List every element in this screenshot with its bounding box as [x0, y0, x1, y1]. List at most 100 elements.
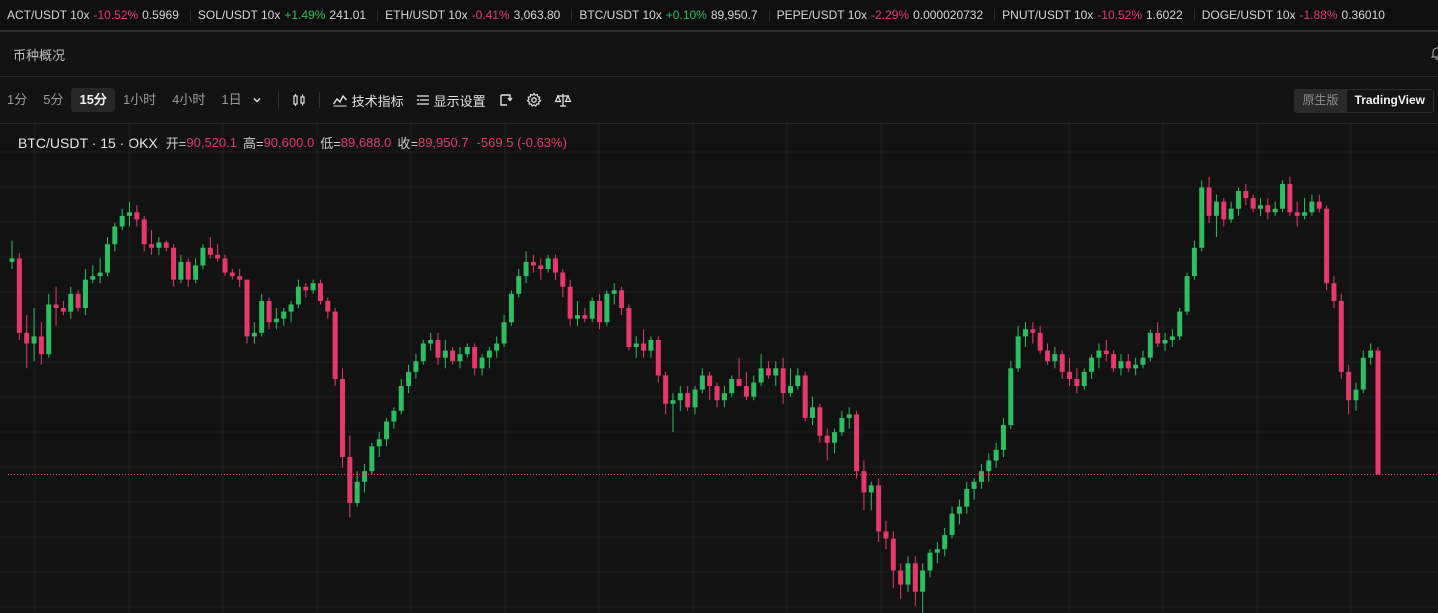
candle-body: [1030, 329, 1036, 333]
candle-body: [1280, 183, 1286, 209]
candle-body: [428, 339, 434, 344]
timeframe-1d[interactable]: 1日: [221, 92, 242, 107]
candle-body: [1045, 350, 1051, 362]
timeframe-5m[interactable]: 5分: [43, 92, 64, 107]
timeframe-4h[interactable]: 4小时: [172, 92, 206, 107]
candle-body: [479, 357, 485, 369]
candle: [832, 428, 838, 454]
chevron-down-icon[interactable]: [252, 95, 262, 105]
candle-body: [765, 368, 771, 376]
replay-button[interactable]: [492, 88, 520, 112]
candle-body: [119, 215, 125, 227]
candle-body: [295, 286, 301, 305]
candle-body: [317, 283, 323, 301]
candle-body: [1015, 336, 1021, 369]
ticker-symbol: ETH/USDT 10x: [385, 8, 468, 22]
candle: [9, 240, 15, 270]
candle-body: [1228, 208, 1234, 220]
candle-body: [545, 258, 551, 270]
candle-body: [450, 350, 456, 362]
compare-button[interactable]: [548, 88, 578, 112]
candle: [376, 432, 382, 457]
ticker-item[interactable]: ETH/USDT 10x -0.41% 3,063.80: [378, 8, 573, 22]
candle: [949, 506, 955, 539]
candle-body: [1221, 201, 1227, 220]
candle: [53, 286, 59, 326]
candle: [692, 386, 698, 415]
chart-legend: BTC/USDT · 15 · OKX 开= 90,520.1 高= 90,60…: [18, 133, 567, 152]
candle-body: [1206, 187, 1212, 216]
candle-body: [406, 371, 412, 387]
timeframe-1m[interactable]: 1分: [7, 92, 28, 107]
candle: [303, 283, 309, 298]
candle-body: [1000, 425, 1006, 450]
candle: [589, 297, 595, 323]
candlestick-chart[interactable]: [0, 124, 1438, 613]
candle: [854, 410, 860, 479]
ticker-symbol: PNUT/USDT 10x: [1002, 8, 1094, 22]
candle: [597, 293, 603, 330]
candle-body: [905, 563, 911, 585]
candle-body: [222, 258, 228, 273]
ticker-item[interactable]: SOL/USDT 10x +1.49% 241.01: [191, 8, 379, 22]
view-native[interactable]: 原生版: [1302, 93, 1339, 107]
candle: [347, 435, 353, 518]
candle: [508, 290, 514, 326]
candle-body: [890, 538, 896, 571]
candle: [215, 244, 221, 262]
candle: [156, 237, 162, 255]
candle: [956, 499, 962, 525]
ticker-item[interactable]: DOGE/USDT 10x -1.88% 0.36010: [1195, 8, 1396, 22]
candle-body: [670, 400, 676, 404]
candle-body: [53, 304, 59, 309]
candle: [523, 251, 529, 284]
candle: [82, 269, 88, 316]
candle: [905, 556, 911, 592]
candle-body: [508, 293, 514, 323]
candle: [641, 329, 647, 358]
candle-body: [1199, 187, 1205, 248]
candle-body: [127, 212, 133, 216]
display-settings-button[interactable]: 显示设置: [410, 88, 492, 112]
candle-body: [810, 407, 816, 418]
chart-type-button[interactable]: [285, 88, 313, 112]
candle: [1067, 357, 1073, 387]
candle-body: [589, 300, 595, 319]
candle: [435, 332, 441, 365]
candle: [1125, 354, 1131, 372]
candle-body: [391, 410, 397, 422]
ticker-item[interactable]: PNUT/USDT 10x -10.52% 1.6022: [995, 8, 1195, 22]
bell-icon[interactable]: [1430, 46, 1438, 60]
candle-body: [920, 570, 926, 592]
candle: [398, 378, 404, 415]
candle-body: [743, 386, 749, 397]
timeframe-15m[interactable]: 15分: [71, 88, 115, 112]
candle: [1037, 325, 1043, 355]
candle: [325, 297, 331, 319]
candle-body: [82, 279, 88, 309]
candle-body: [207, 247, 213, 255]
candle: [31, 308, 37, 362]
candle: [810, 396, 816, 426]
ticker-item[interactable]: BTC/USDT 10x +0.10% 89,950.7: [572, 8, 770, 22]
ticker-symbol: SOL/USDT 10x: [197, 8, 281, 22]
candle-body: [964, 488, 970, 507]
ticker-item[interactable]: PEPE/USDT 10x -2.29% 0.000020732: [770, 8, 996, 22]
settings-button[interactable]: [520, 88, 548, 112]
candle-body: [354, 481, 360, 504]
candle: [1302, 198, 1308, 220]
candle: [1280, 180, 1286, 213]
ticker-item[interactable]: ACT/USDT 10x -10.52% 0.5969: [0, 8, 191, 22]
candle: [1250, 194, 1256, 213]
candle: [1368, 343, 1374, 365]
indicators-button[interactable]: 技术指标: [326, 88, 410, 112]
candle: [104, 237, 110, 277]
view-tradingview[interactable]: TradingView: [1346, 90, 1433, 112]
candle-body: [273, 318, 279, 323]
candle-body: [310, 283, 316, 291]
candle: [648, 336, 654, 358]
timeframe-1h[interactable]: 1小时: [122, 92, 157, 107]
candle: [24, 315, 30, 369]
candle-body: [1155, 332, 1161, 344]
candle: [244, 279, 250, 344]
